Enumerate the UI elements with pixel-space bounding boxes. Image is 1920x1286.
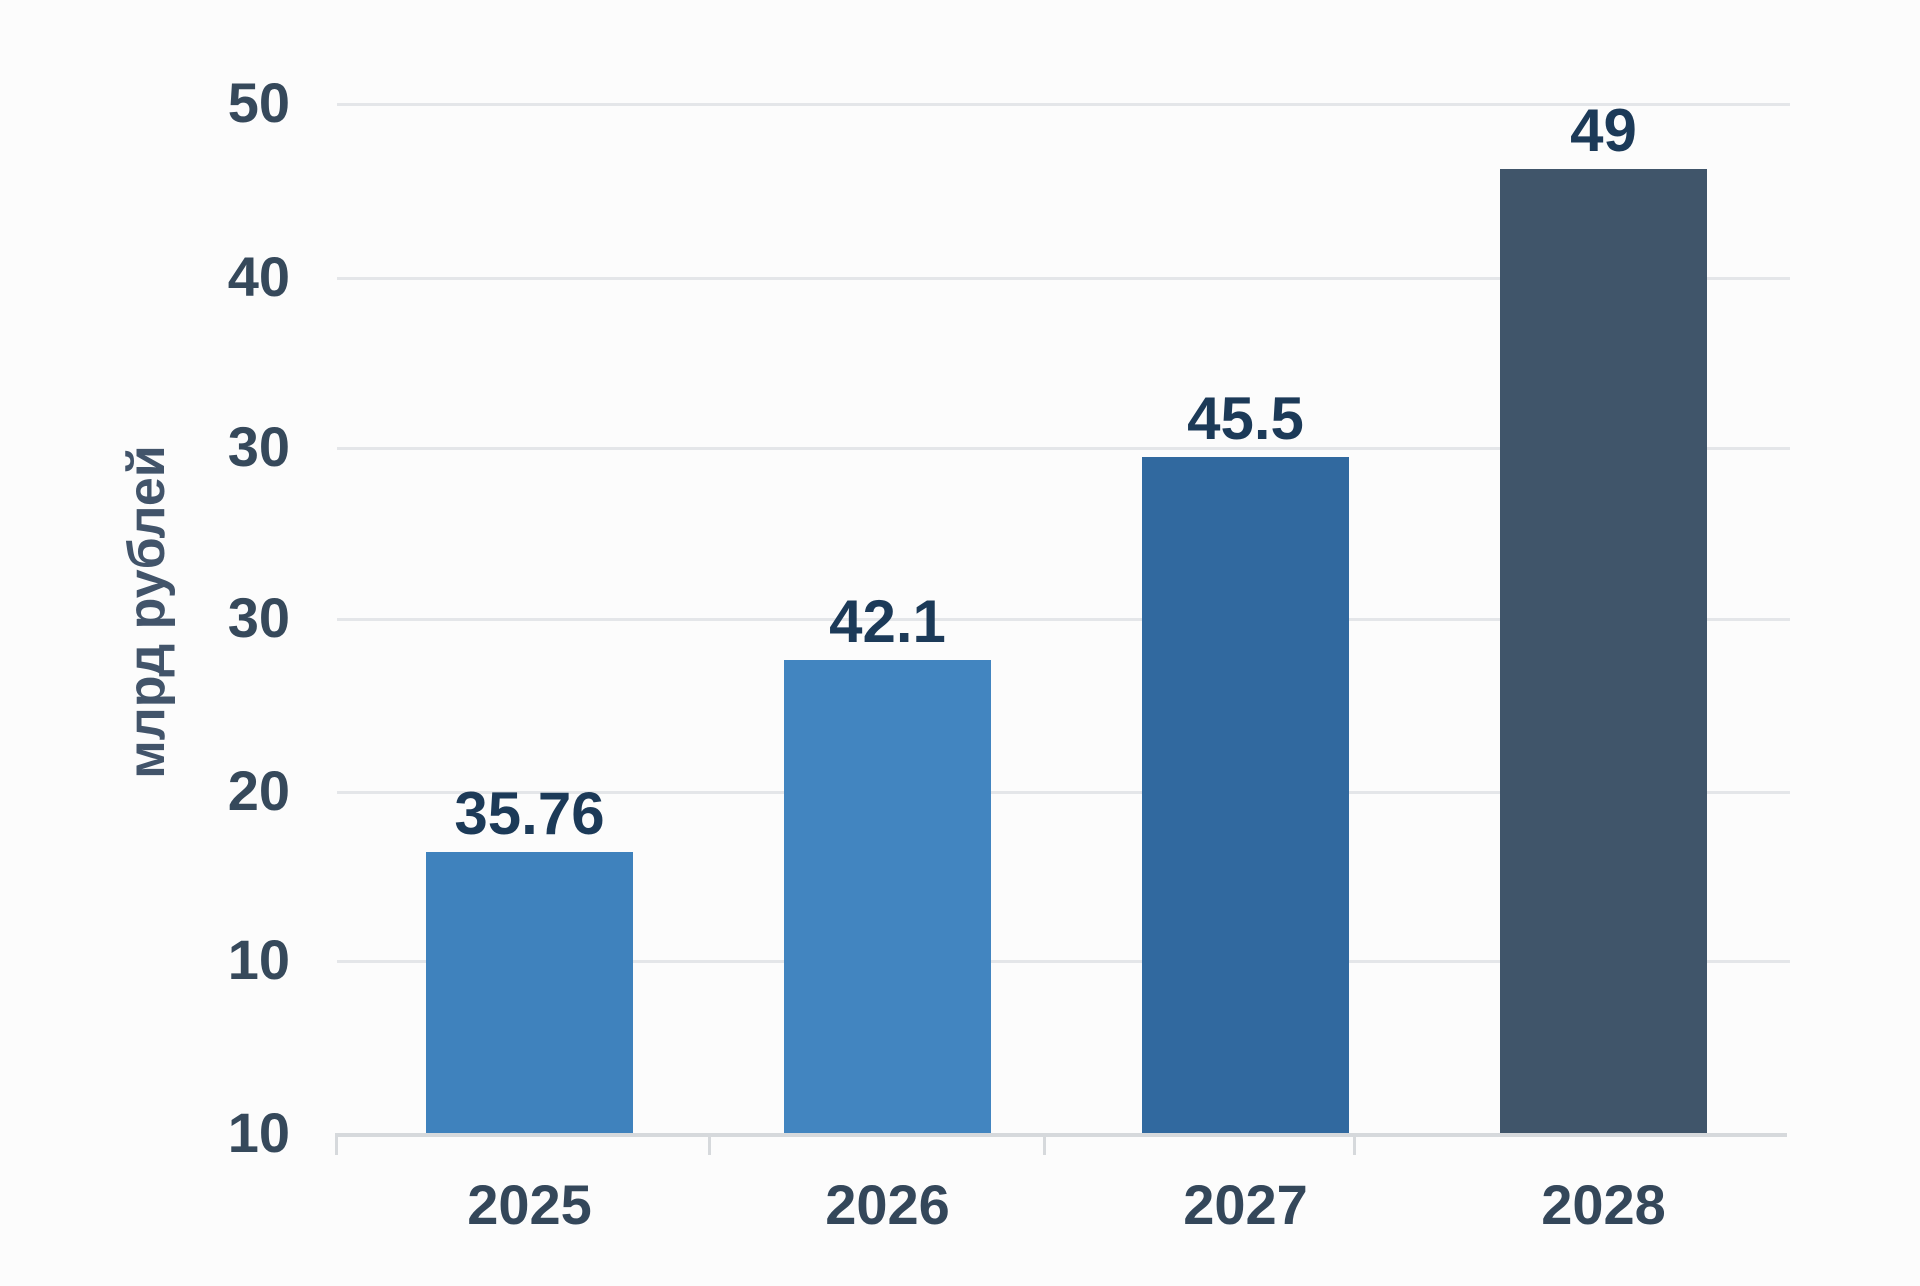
y-tick-label: 50 (227, 71, 290, 134)
x-tick-label: 2026 (825, 1173, 950, 1236)
x-tick-label: 2028 (1541, 1173, 1666, 1236)
bar-2028 (1500, 169, 1707, 1133)
gridline (337, 618, 1790, 621)
bar-2025 (426, 852, 633, 1133)
bar-value-label: 35.76 (454, 780, 605, 847)
bar-2027 (1142, 457, 1349, 1133)
gridline (337, 103, 1790, 106)
x-axis-tick (1043, 1133, 1046, 1155)
bar-value-label: 45.5 (1187, 385, 1304, 452)
y-tick-label: 10 (227, 1101, 290, 1164)
x-axis-tick (708, 1133, 711, 1155)
gridline (337, 277, 1790, 280)
x-tick-label: 2027 (1183, 1173, 1308, 1236)
y-tick-label: 10 (227, 928, 290, 991)
y-tick-label: 30 (227, 586, 290, 649)
x-axis-tick (1353, 1133, 1356, 1155)
x-axis-tick (335, 1133, 338, 1155)
x-axis-line (335, 1133, 1787, 1137)
y-tick-label: 30 (227, 415, 290, 478)
gridline (337, 447, 1790, 450)
y-tick-label: 20 (227, 759, 290, 822)
gridline (337, 960, 1790, 963)
bar-value-label: 42.1 (829, 588, 946, 655)
bar-2026 (784, 660, 991, 1133)
y-tick-label: 40 (227, 245, 290, 308)
bar-value-label: 49 (1570, 97, 1637, 164)
x-tick-label: 2025 (467, 1173, 592, 1236)
gridline (337, 791, 1790, 794)
